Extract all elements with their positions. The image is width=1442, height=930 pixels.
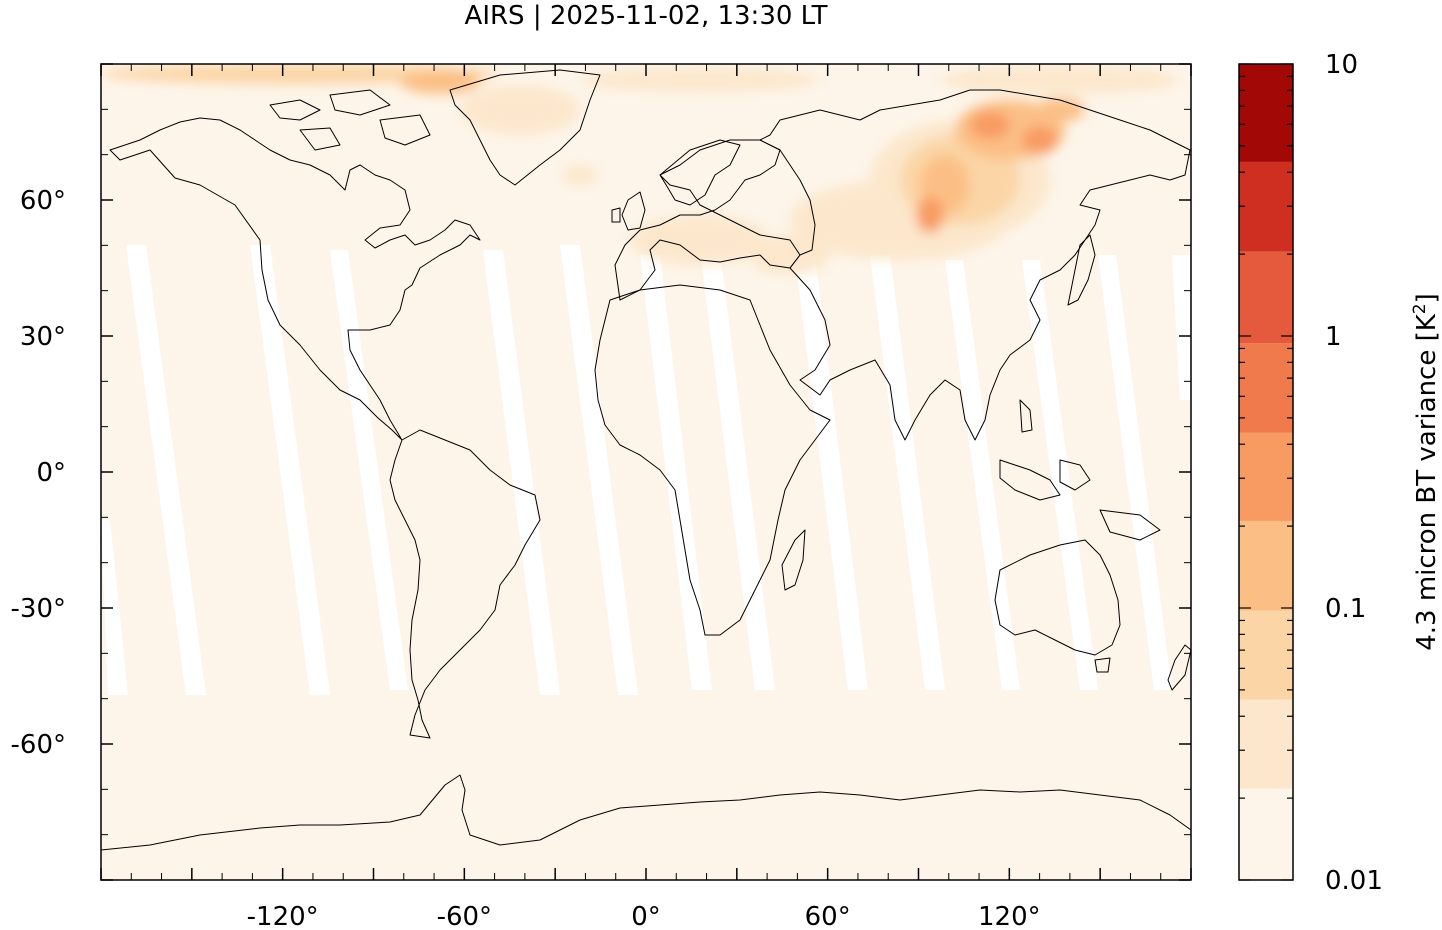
swath-gaps (101, 245, 1191, 695)
africa-coast (594, 284, 831, 636)
coastlines (101, 69, 1191, 880)
colorbar-band (1239, 520, 1293, 611)
colorbar-ticks (1239, 63, 1293, 881)
minor-ticks (101, 64, 1191, 880)
major-ticks (100, 63, 1192, 881)
colorbar-band (1239, 161, 1293, 252)
british-isles-coast (611, 191, 646, 231)
madagascar-coast (781, 529, 806, 591)
scandinavia-coast (659, 139, 741, 206)
europe-coast (614, 139, 801, 301)
y-tick-label: 60° (20, 186, 66, 216)
colorbar: 10 1 0.1 0.01 4.3 micron BT variance [K2… (1238, 50, 1442, 896)
y-tick-label: -30° (11, 594, 66, 624)
colorbar-band (1239, 343, 1293, 433)
y-tick-label: 30° (20, 322, 66, 352)
latitude-tick-labels: 60° 30° 0° -30° -60° (11, 186, 66, 760)
colorbar-band (1239, 699, 1293, 789)
antarctica-coast (101, 774, 1191, 880)
new-zealand-coast (1167, 644, 1191, 691)
north-america-coast (109, 117, 481, 441)
colorbar-tick-label: 10 (1325, 50, 1358, 80)
variance-field (101, 64, 1180, 275)
x-tick-label: 60° (805, 902, 851, 930)
colorbar-bands (1239, 64, 1293, 880)
se-asia-islands-coast (999, 399, 1161, 541)
x-tick-label: -120° (247, 902, 319, 930)
x-tick-label: 120° (978, 902, 1041, 930)
map-panel: -120° -60° 0° 60° 120° 60° 30° 0° -30° -… (11, 63, 1192, 930)
colorbar-band (1239, 788, 1293, 880)
tasmania-coast (1094, 657, 1111, 673)
y-tick-label: 0° (36, 458, 66, 488)
x-tick-label: -60° (437, 902, 492, 930)
colorbar-band (1239, 251, 1293, 344)
colorbar-tick-labels: 10 1 0.1 0.01 (1325, 50, 1383, 896)
australia-coast (994, 539, 1121, 656)
colorbar-tick-label: 0.1 (1325, 594, 1366, 624)
colorbar-band (1239, 64, 1293, 162)
japan-coast (1067, 234, 1096, 306)
colorbar-label: 4.3 micron BT variance [K2] (1410, 293, 1442, 651)
greenland-coast (449, 69, 601, 186)
y-tick-label: -60° (11, 730, 66, 760)
colorbar-band (1239, 432, 1293, 521)
colorbar-tick-label: 1 (1325, 322, 1342, 352)
colorbar-tick-label: 0.01 (1325, 866, 1383, 896)
arctic-islands-coast (269, 89, 431, 151)
south-america-coast (389, 429, 541, 739)
asia-coast (759, 89, 1191, 441)
longitude-tick-labels: -120° -60° 0° 60° 120° (247, 902, 1041, 930)
colorbar-frame (1238, 63, 1294, 881)
colorbar-band (1239, 610, 1293, 700)
x-tick-label: 0° (631, 902, 661, 930)
map-title: AIRS | 2025-11-02, 13:30 LT (465, 1, 828, 31)
